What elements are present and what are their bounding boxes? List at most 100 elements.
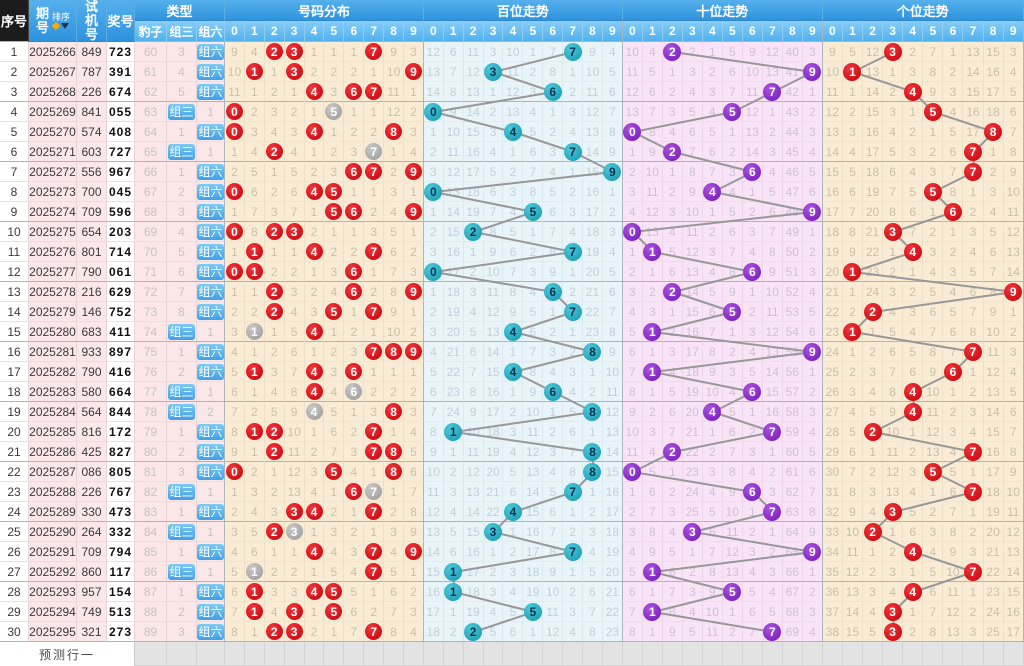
hundreds-cell: 5 (483, 622, 504, 642)
hundreds-cell: 15 (423, 562, 444, 582)
sort-diamond-icon[interactable] (51, 21, 61, 31)
units-cell: 14 (1003, 562, 1024, 582)
cell-zuliu: 1 (197, 562, 225, 582)
distribution-cell: 10 (384, 62, 405, 82)
sort-control[interactable]: 排序 (51, 12, 70, 31)
hundreds-cell: 1 (423, 202, 444, 222)
hundreds-cell: 6 (423, 382, 444, 402)
cell-prize-number: 473 (107, 502, 135, 522)
hundreds-cell: 4 (602, 42, 623, 62)
type-badge: 组六 (197, 543, 224, 560)
hundreds-cell: 7 (423, 402, 444, 422)
distribution-cell: 6 (344, 162, 365, 182)
distribution-cell: 0 (225, 462, 245, 482)
units-cell: 2 (963, 522, 984, 542)
units-cell: 31 (822, 482, 843, 502)
units-cell: 7 (1003, 422, 1024, 442)
hundreds-cell: 14 (423, 542, 444, 562)
units-cell: 18 (822, 222, 843, 242)
distribution-red-ball: 1 (245, 63, 263, 80)
tens-cell: 3 (682, 582, 703, 602)
cell-baozi-miss: 76 (135, 362, 167, 382)
distribution-cell: 2 (404, 102, 424, 122)
distribution-cell: 7 (364, 442, 385, 462)
units-cell: 7 (963, 162, 984, 182)
units-cell: 2 (963, 202, 984, 222)
distribution-cell: 10 (225, 62, 245, 82)
units-cell: 4 (903, 82, 924, 102)
distribution-cell: 2 (324, 242, 345, 262)
units-cell: 1 (943, 42, 964, 62)
hundreds-cell: 3 (503, 422, 524, 442)
tens-cell: 6 (762, 202, 783, 222)
distribution-cell: 3 (284, 42, 305, 62)
distribution-cell: 5 (324, 402, 345, 422)
tens-cell: 8 (802, 502, 823, 522)
units-cell: 13 (983, 382, 1004, 402)
distribution-cell: 2 (404, 582, 424, 602)
tens-cell: 7 (622, 362, 643, 382)
distribution-red-ball: 0 (225, 463, 243, 480)
units-cell: 5 (923, 562, 944, 582)
tens-cell: 10 (642, 162, 663, 182)
distribution-red-ball: 6 (345, 83, 363, 100)
units-ball: 3 (883, 222, 902, 241)
distribution-cell: 7 (344, 622, 365, 642)
distribution-cell: 8 (225, 622, 245, 642)
distribution-red-ball: 7 (365, 83, 383, 100)
tens-cell: 44 (782, 122, 803, 142)
distribution-cell: 11 (284, 442, 305, 462)
units-cell: 11 (983, 342, 1004, 362)
cell-trial-number: 321 (77, 622, 107, 642)
hundreds-cell: 2 (543, 322, 564, 342)
units-cell: 4 (903, 402, 924, 422)
hundreds-cell: 8 (523, 362, 544, 382)
distribution-cell: 3 (304, 302, 325, 322)
tens-cell: 9 (742, 42, 763, 62)
cell-prize-number: 714 (107, 242, 135, 262)
tens-cell: 66 (782, 562, 803, 582)
cell-zuliu: 1 (197, 142, 225, 162)
distribution-cell: 1 (244, 62, 265, 82)
units-cell: 6 (943, 362, 964, 382)
cell-index: 30 (0, 622, 29, 642)
units-cell: 35 (822, 562, 843, 582)
hundreds-cell: 5 (523, 202, 544, 222)
hundreds-cell: 7 (543, 522, 564, 542)
units-cell: 2 (983, 162, 1004, 182)
units-cell: 2 (963, 382, 984, 402)
units-cell: 4 (883, 302, 904, 322)
units-cell: 10 (943, 562, 964, 582)
distribution-cell: 3 (404, 122, 424, 142)
sort-desc-icon[interactable] (60, 23, 69, 29)
hundreds-cell: 3 (423, 242, 444, 262)
units-cell: 5 (1003, 382, 1024, 402)
cell-index: 8 (0, 182, 29, 202)
distribution-cell: 3 (264, 102, 285, 122)
units-cell: 11 (822, 82, 843, 102)
distribution-red-ball: 9 (404, 203, 422, 220)
distribution-cell: 9 (404, 162, 424, 182)
tens-cell: 5 (682, 102, 703, 122)
hundreds-cell: 2 (583, 382, 603, 402)
tens-cell: 11 (642, 182, 663, 202)
distribution-cell: 8 (225, 422, 245, 442)
units-cell: 19 (822, 242, 843, 262)
cell-index: 1 (0, 42, 29, 62)
units-cell: 1 (903, 422, 924, 442)
units-cell: 8 (923, 342, 944, 362)
header-period-label: 期号 (35, 5, 49, 35)
units-cell: 15 (1003, 582, 1024, 602)
tens-cell: 1 (762, 522, 783, 542)
units-cell: 3 (883, 562, 904, 582)
distribution-red-ball: 3 (285, 223, 303, 240)
units-cell: 9 (883, 402, 904, 422)
hundreds-cell: 16 (443, 242, 464, 262)
distribution-cell: 2 (264, 342, 285, 362)
hundreds-ball: 6 (543, 382, 562, 401)
distribution-red-ball: 8 (385, 443, 403, 460)
units-cell: 15 (842, 622, 863, 642)
distribution-cell: 9 (404, 202, 424, 222)
tens-cell: 1 (722, 322, 743, 342)
distribution-cell: 1 (304, 142, 325, 162)
